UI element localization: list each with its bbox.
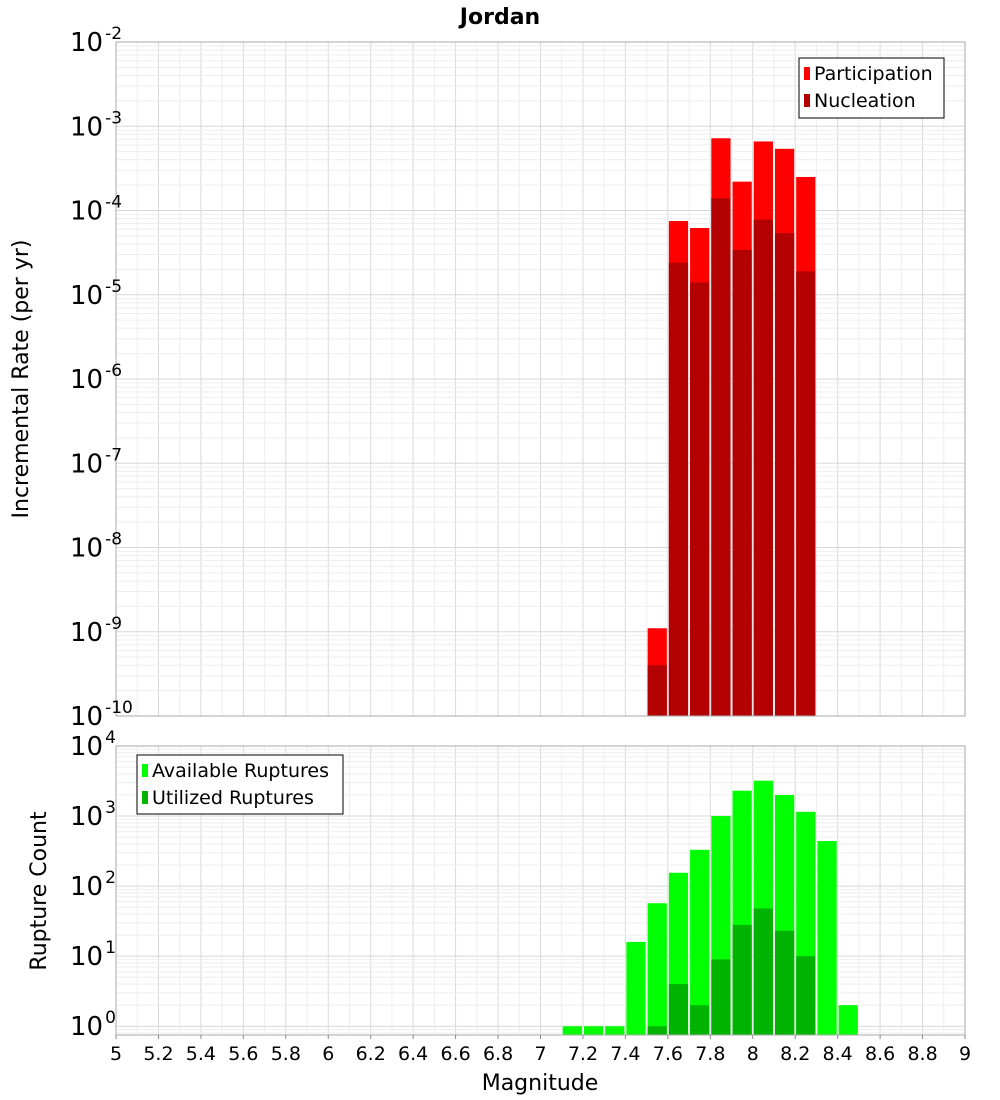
x-tick-label: 9 bbox=[959, 1043, 971, 1065]
bar-available-ruptures bbox=[605, 1026, 625, 1035]
bar-available-ruptures bbox=[647, 903, 667, 1035]
x-tick-label: 5.8 bbox=[271, 1043, 301, 1065]
x-tick-label: 8.2 bbox=[780, 1043, 810, 1065]
bottom-bars bbox=[562, 780, 858, 1035]
legend-label: Participation bbox=[814, 63, 933, 85]
y-tick-label: 10 -9 bbox=[70, 614, 122, 648]
bar-available-ruptures bbox=[817, 841, 837, 1035]
bar-available-ruptures bbox=[562, 1026, 582, 1035]
bar-available-ruptures bbox=[583, 1026, 604, 1035]
x-ticks: 5 5.2 5.4 5.6 5.8 6 6.2 6.4 6.6 6.8 7 7.2 7.4 7.6 7.8 8… bbox=[110, 1035, 971, 1065]
top-y-axis-label: Incremental Rate (per yr) bbox=[9, 240, 34, 519]
bar-overlay-utilized-ruptures bbox=[647, 1026, 667, 1035]
bar-overlay-nucleation bbox=[690, 282, 710, 716]
bar-overlay-nucleation bbox=[668, 262, 689, 716]
x-tick-label: 7.8 bbox=[695, 1043, 725, 1065]
y-tick-label: 10 -5 bbox=[70, 277, 122, 311]
legend-swatch bbox=[804, 94, 810, 107]
bar-overlay-utilized-ruptures bbox=[690, 1005, 710, 1035]
x-tick-label: 5.2 bbox=[143, 1043, 173, 1065]
x-tick-label: 8.8 bbox=[907, 1043, 937, 1065]
top-grid bbox=[115, 41, 966, 717]
top-legend: Participation Nucleation bbox=[798, 57, 945, 119]
x-tick-label: 5.6 bbox=[228, 1043, 258, 1065]
x-tick-label: 7 bbox=[534, 1043, 546, 1065]
x-tick-label: 8.4 bbox=[823, 1043, 853, 1065]
legend-label: Nucleation bbox=[814, 90, 916, 112]
x-tick-label: 8.6 bbox=[865, 1043, 895, 1065]
top-bars bbox=[647, 138, 816, 717]
bar-overlay-utilized-ruptures bbox=[732, 924, 752, 1035]
top-plot-frame bbox=[115, 41, 966, 717]
bottom-legend: Available Ruptures Utilized Ruptures bbox=[136, 754, 344, 815]
bar-overlay-utilized-ruptures bbox=[753, 908, 773, 1035]
legend-label: Available Ruptures bbox=[152, 760, 329, 782]
bar-available-ruptures bbox=[626, 941, 646, 1035]
bar-overlay-nucleation bbox=[647, 665, 667, 716]
bar-overlay-nucleation bbox=[774, 233, 795, 716]
legend-swatch bbox=[804, 67, 810, 80]
x-tick-label: 6.6 bbox=[440, 1043, 470, 1065]
legend-box bbox=[136, 754, 344, 815]
bar-overlay-utilized-ruptures bbox=[668, 984, 689, 1035]
bar-overlay-nucleation bbox=[753, 219, 773, 716]
bar-available-ruptures bbox=[838, 1005, 858, 1035]
legend-swatch bbox=[142, 764, 148, 777]
y-tick-label: 10 -6 bbox=[70, 361, 122, 395]
bar-overlay-utilized-ruptures bbox=[711, 959, 731, 1035]
y-tick-label: 10 3 bbox=[70, 798, 116, 832]
bar-overlay-nucleation bbox=[711, 198, 731, 716]
y-tick-label: 10 1 bbox=[70, 938, 116, 972]
x-tick-label: 7.4 bbox=[610, 1043, 640, 1065]
y-tick-label: 10 -10 bbox=[70, 698, 133, 732]
bar-overlay-utilized-ruptures bbox=[774, 930, 795, 1035]
bar-overlay-nucleation bbox=[732, 249, 752, 716]
y-tick-label: 10 -8 bbox=[70, 530, 122, 564]
y-tick-label: 10 -3 bbox=[70, 108, 122, 142]
y-tick-label: 10 4 bbox=[70, 728, 116, 762]
y-tick-label: 10 -7 bbox=[70, 445, 122, 479]
x-tick-label: 8 bbox=[747, 1043, 759, 1065]
x-tick-label: 7.6 bbox=[653, 1043, 683, 1065]
bar-overlay-nucleation bbox=[796, 271, 816, 716]
x-tick-label: 6.2 bbox=[356, 1043, 386, 1065]
chart-title: Jordan bbox=[458, 5, 540, 30]
legend-box bbox=[798, 57, 945, 119]
y-tick-label: 10 -4 bbox=[70, 193, 122, 227]
y-tick-label: 10 -2 bbox=[70, 24, 122, 58]
x-tick-label: 7.2 bbox=[568, 1043, 598, 1065]
bottom-y-axis-label: Rupture Count bbox=[27, 811, 52, 971]
bar-available-ruptures bbox=[690, 849, 710, 1035]
x-tick-label: 5.4 bbox=[186, 1043, 216, 1065]
x-axis-label: Magnitude bbox=[482, 1071, 599, 1096]
legend-label: Utilized Ruptures bbox=[152, 787, 314, 809]
x-tick-label: 6 bbox=[322, 1043, 334, 1065]
y-tick-label: 10 2 bbox=[70, 868, 116, 902]
x-tick-label: 6.8 bbox=[483, 1043, 513, 1065]
x-tick-label: 5 bbox=[110, 1043, 122, 1065]
legend-swatch bbox=[142, 791, 148, 804]
bar-overlay-utilized-ruptures bbox=[796, 956, 816, 1035]
y-tick-label: 10 0 bbox=[70, 1008, 116, 1042]
x-tick-label: 6.4 bbox=[398, 1043, 428, 1065]
